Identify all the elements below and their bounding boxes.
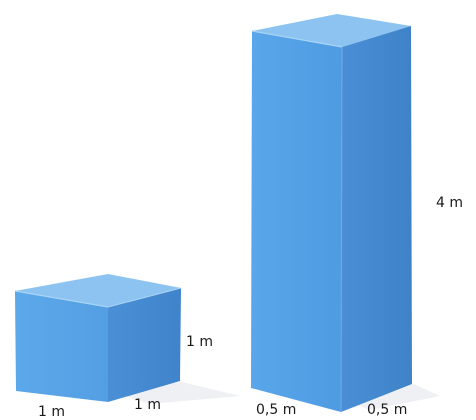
prism-height-label: 4 m [436, 195, 463, 211]
cube-depth-label: 1 m [134, 397, 161, 413]
prism-shadow [343, 384, 440, 410]
cube-right-face [108, 288, 181, 402]
prism-depth-label: 0,5 m [367, 402, 407, 418]
prism-top-edge [251, 30, 343, 48]
prism-width-label: 0,5 m [256, 402, 296, 418]
prism-vertical-edge [340, 46, 343, 413]
cube-top-edge-right [107, 287, 182, 308]
prism-front-face [251, 31, 342, 412]
cube-front-face [15, 291, 108, 402]
cube-height-label: 1 m [186, 334, 213, 350]
prism-top-face [252, 14, 411, 47]
cube [14, 274, 240, 404]
cube-width-label: 1 m [38, 404, 65, 420]
prism-right-face [341, 26, 412, 412]
rectangular-prism [251, 14, 440, 413]
cube-top-edge [14, 290, 109, 308]
